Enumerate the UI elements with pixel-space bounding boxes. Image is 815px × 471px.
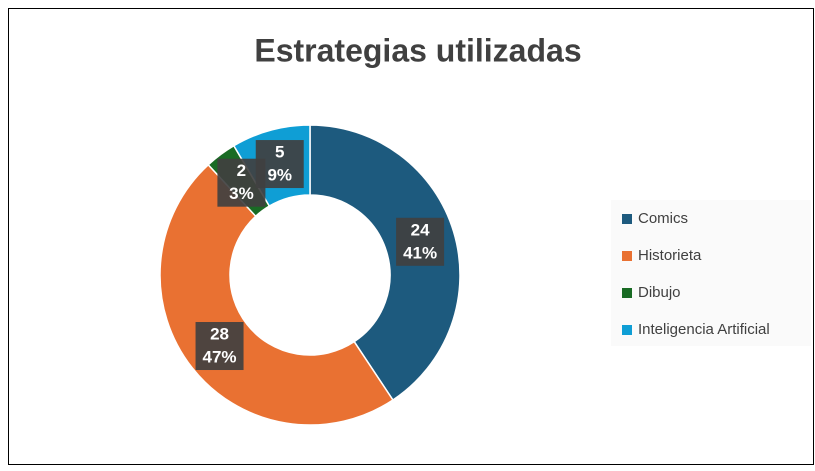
legend-swatch: [622, 288, 632, 298]
data-label-value: 28: [210, 324, 229, 343]
data-label-box: [255, 140, 304, 189]
legend-label: Comics: [638, 210, 688, 227]
data-label-value: 2: [237, 161, 246, 180]
donut-slice: [309, 124, 461, 402]
data-label-percent: 41%: [403, 243, 437, 262]
legend-label: Inteligencia Artificial: [638, 321, 770, 338]
data-label-box: [396, 217, 445, 266]
data-label-value: 5: [275, 143, 284, 162]
legend-swatch: [622, 251, 632, 261]
legend-swatch: [622, 325, 632, 335]
data-label-percent: 9%: [267, 166, 292, 185]
legend-label: Historieta: [638, 247, 702, 264]
data-label-value: 24: [411, 220, 430, 239]
legend-swatch: [622, 214, 632, 224]
legend-label: Dibujo: [638, 284, 681, 301]
legend-box: [611, 200, 811, 346]
data-label-box: [195, 322, 244, 371]
data-label-percent: 47%: [203, 347, 237, 366]
chart-title: Estrategias utilizadas: [254, 32, 581, 68]
data-label-percent: 3%: [229, 184, 254, 203]
